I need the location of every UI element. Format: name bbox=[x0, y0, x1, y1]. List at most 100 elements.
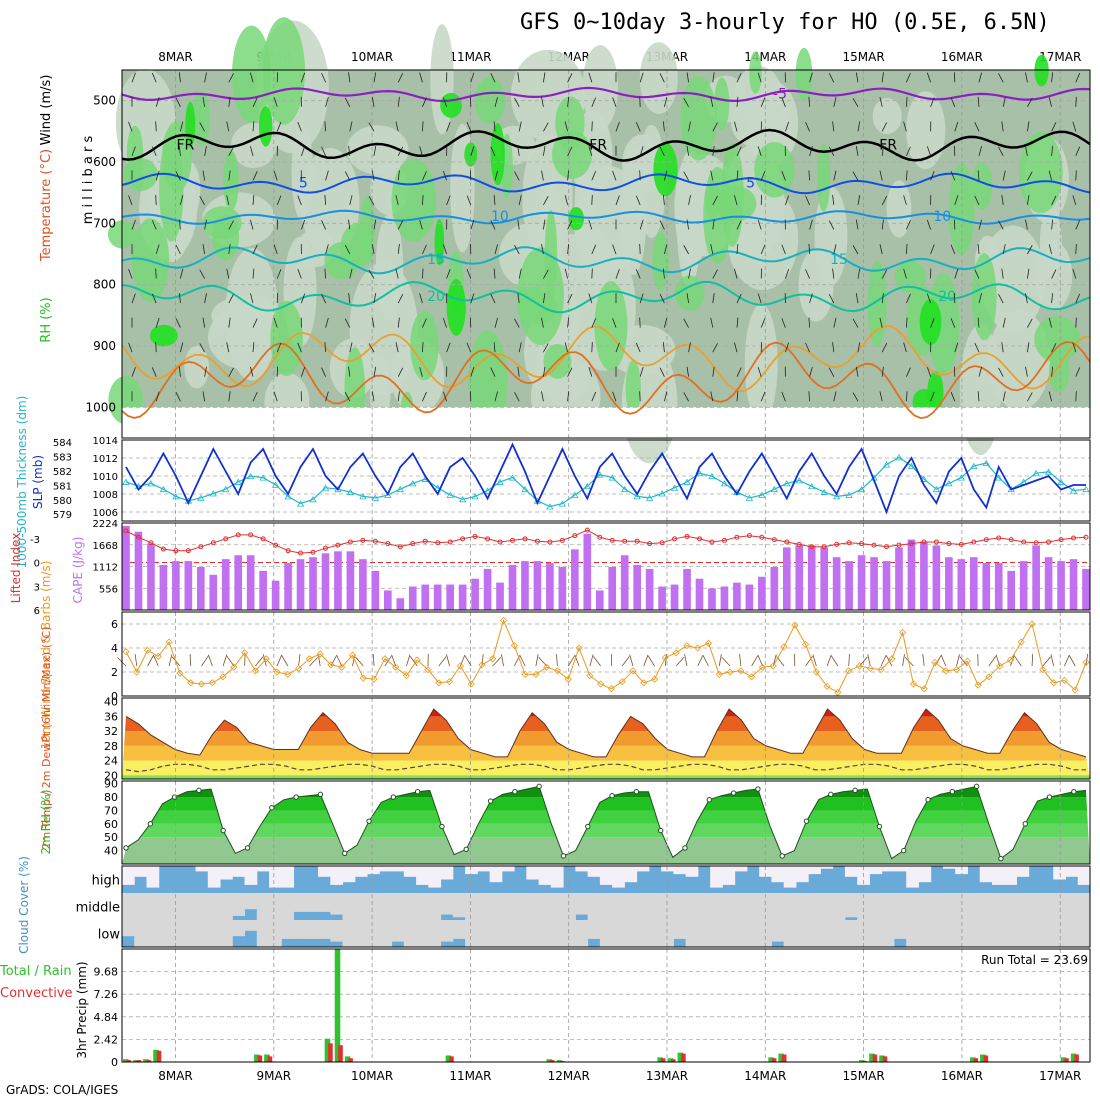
cloud-clear-cell bbox=[318, 866, 331, 877]
precip-convective-bar bbox=[348, 1058, 353, 1062]
precip-total-bar bbox=[123, 1059, 129, 1062]
wind-speed-point bbox=[715, 670, 723, 678]
cloud-clear-cell bbox=[771, 920, 785, 942]
wind-barb bbox=[446, 342, 451, 353]
cloud-clear-cell bbox=[416, 866, 429, 885]
wind-barb bbox=[760, 318, 766, 328]
rh-moist-patch bbox=[948, 164, 975, 256]
wind-barb bbox=[470, 219, 475, 230]
isotherm-label: FR bbox=[879, 137, 897, 153]
cloud-clear-cell bbox=[550, 866, 564, 888]
wind-barb bbox=[712, 145, 715, 156]
wind-barb bbox=[324, 121, 326, 132]
cloud-clear-cell bbox=[465, 866, 478, 875]
thickness-tick: 582 bbox=[53, 467, 72, 478]
wind-barb bbox=[470, 146, 475, 156]
wind-barb bbox=[373, 72, 377, 83]
cloud-clear-cell bbox=[379, 893, 393, 920]
wind-barb bbox=[567, 367, 573, 377]
li-point bbox=[385, 541, 391, 547]
rh-moist-patch bbox=[625, 360, 641, 417]
thickness-point bbox=[483, 487, 492, 494]
rh-saturated-patch bbox=[653, 142, 678, 197]
li-point bbox=[210, 540, 216, 546]
wind-speed-point bbox=[607, 685, 615, 693]
wind-barb bbox=[348, 366, 351, 377]
wind-barb bbox=[252, 318, 258, 328]
precip-convective-bar bbox=[1064, 1058, 1069, 1062]
wind-barb bbox=[202, 170, 205, 181]
thickness-point bbox=[633, 493, 641, 500]
wind-barb bbox=[128, 195, 133, 206]
wind-speed-point bbox=[553, 667, 562, 675]
rh-dry-patch bbox=[225, 247, 279, 381]
cloud-level-label: middle bbox=[76, 901, 120, 916]
wind-speed-point bbox=[144, 646, 152, 654]
cloud-clear-cell bbox=[955, 866, 968, 875]
rh-band bbox=[122, 837, 1090, 864]
wind-speed-point bbox=[133, 668, 141, 676]
cape-bar bbox=[346, 551, 355, 610]
cloud-clear-cell bbox=[734, 920, 748, 947]
li-line bbox=[125, 529, 1087, 554]
wind-barb bbox=[199, 195, 205, 206]
precip-convective-bar bbox=[671, 1059, 676, 1062]
thickness-point bbox=[571, 491, 579, 498]
precip-total-bar bbox=[1060, 1057, 1067, 1062]
thickness-point bbox=[222, 485, 230, 493]
cloud-clear-cell bbox=[207, 866, 221, 888]
thickness-point bbox=[1044, 468, 1053, 475]
rh-moist-patch bbox=[410, 310, 439, 381]
cloud-clear-cell bbox=[342, 866, 356, 883]
thickness-point bbox=[1032, 469, 1040, 477]
cloud-clear-cell bbox=[587, 920, 601, 939]
cape-bar bbox=[496, 582, 504, 610]
wind-barb bbox=[250, 293, 254, 304]
cloud-clear-cell bbox=[416, 920, 429, 947]
li-tick: 6 bbox=[34, 606, 40, 617]
precip-total-bar bbox=[445, 1055, 452, 1062]
rh-point bbox=[560, 853, 567, 859]
wind-speed-point bbox=[1071, 686, 1079, 694]
wind-barb bbox=[344, 244, 351, 255]
wind-barb bbox=[1001, 194, 1004, 205]
wind-speed-point bbox=[122, 648, 130, 656]
cloud-clear-cell bbox=[134, 866, 148, 877]
wind-barb bbox=[344, 171, 351, 181]
cloud-clear-cell bbox=[146, 866, 160, 888]
rh-band bbox=[122, 786, 1090, 798]
wind-barb bbox=[639, 170, 641, 181]
cloud-clear-cell bbox=[1028, 920, 1042, 947]
li-point bbox=[859, 541, 865, 547]
cloud-clear-cell bbox=[220, 866, 233, 880]
cloud-clear-cell bbox=[906, 866, 919, 888]
wind-barb bbox=[228, 391, 231, 402]
wind-speed-point bbox=[424, 666, 432, 674]
wind-barb bbox=[180, 195, 184, 206]
wind-barb bbox=[155, 97, 160, 107]
wind-barb bbox=[1027, 245, 1033, 255]
surface-wind-barb bbox=[276, 654, 283, 667]
cape-bar bbox=[782, 547, 791, 610]
wind-speed-point bbox=[661, 654, 669, 662]
cloud-clear-cell bbox=[624, 920, 638, 947]
thickness-point bbox=[995, 474, 1003, 481]
wind-barb bbox=[446, 121, 451, 132]
thickness-point bbox=[882, 461, 891, 468]
cloud-clear-cell bbox=[1040, 920, 1054, 947]
cloud-clear-cell bbox=[710, 866, 723, 888]
cloud-clear-cell bbox=[599, 920, 613, 947]
wind-speed-point bbox=[629, 667, 637, 675]
pressure-tick: 1000 bbox=[85, 400, 116, 414]
wind-barb bbox=[781, 318, 786, 328]
cloud-clear-cell bbox=[195, 920, 209, 947]
wind-barb bbox=[541, 391, 544, 402]
wind-barb bbox=[903, 195, 907, 206]
wind-barb bbox=[998, 220, 1004, 230]
cloud-clear-cell bbox=[795, 866, 809, 883]
temp-tick: 24 bbox=[104, 755, 118, 768]
precip-convective-bar bbox=[550, 1060, 555, 1062]
wind-barb bbox=[321, 220, 326, 230]
precip-total-bar bbox=[153, 1049, 159, 1062]
li-point bbox=[921, 539, 927, 545]
